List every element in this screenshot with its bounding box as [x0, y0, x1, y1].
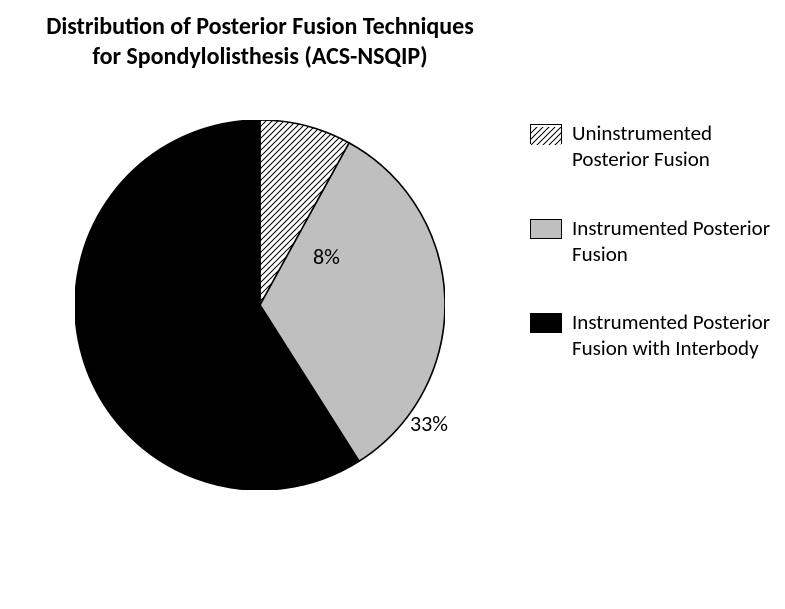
chart-title: Distribution of Posterior Fusion Techniq…	[0, 12, 520, 72]
legend-swatch-instrumented	[530, 219, 562, 239]
legend-label-instrumented_interbody: Instrumented Posterior Fusion with Inter…	[572, 309, 775, 362]
legend-label-uninstrumented: Uninstrumented Posterior Fusion	[572, 120, 775, 173]
pie-chart: 8% 33% 59%	[75, 120, 445, 490]
chart-container: Distribution of Posterior Fusion Techniq…	[0, 0, 785, 609]
slice-label-instrumented: 33%	[410, 410, 448, 437]
legend-item-instrumented: Instrumented Posterior Fusion	[530, 215, 775, 268]
legend-item-uninstrumented: Uninstrumented Posterior Fusion	[530, 120, 775, 173]
legend-swatch-instrumented_interbody	[530, 313, 562, 333]
slice-label-uninstrumented: 8%	[313, 243, 340, 270]
chart-title-line1: Distribution of Posterior Fusion Techniq…	[0, 12, 520, 42]
chart-title-line2: for Spondylolisthesis (ACS-NSQIP)	[0, 42, 520, 72]
legend-item-instrumented_interbody: Instrumented Posterior Fusion with Inter…	[530, 309, 775, 362]
pie-svg	[75, 120, 445, 490]
legend: Uninstrumented Posterior Fusion Instrumen…	[530, 120, 775, 404]
legend-label-instrumented: Instrumented Posterior Fusion	[572, 215, 775, 268]
legend-swatch-uninstrumented	[530, 124, 562, 144]
slice-label-instrumented_interbody: 59%	[107, 465, 145, 492]
